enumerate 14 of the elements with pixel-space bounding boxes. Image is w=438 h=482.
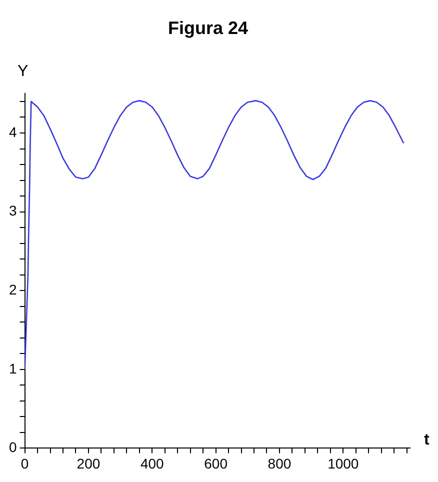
y-tick-label: 4: [8, 124, 17, 140]
y-tick-label: 2: [8, 281, 17, 298]
x-tick-label: 600: [204, 455, 228, 472]
y-tick-label: 3: [8, 202, 17, 219]
y-axis-title: Y: [17, 63, 28, 80]
chart-title: Figura 24: [168, 18, 248, 38]
x-tick-label: 200: [76, 455, 100, 472]
y-tick-label: 0: [8, 439, 17, 456]
x-tick-label: 1000: [328, 455, 359, 472]
x-tick-label: 800: [268, 455, 292, 472]
y-tick-label: 1: [8, 360, 17, 376]
x-tick-label: 0: [20, 455, 29, 472]
x-tick-label: 400: [140, 455, 164, 472]
x-axis-title: t: [424, 432, 430, 449]
